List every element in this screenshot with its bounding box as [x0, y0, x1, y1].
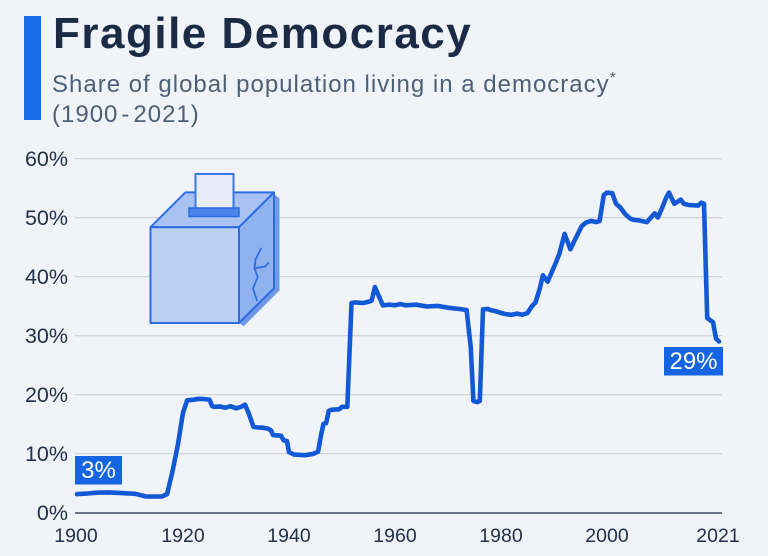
svg-text:60%: 60%: [25, 147, 68, 171]
svg-text:29%: 29%: [669, 348, 717, 375]
svg-text:1940: 1940: [267, 525, 311, 547]
svg-text:30%: 30%: [25, 324, 68, 348]
svg-text:3%: 3%: [81, 457, 116, 484]
svg-text:50%: 50%: [25, 206, 68, 230]
svg-text:1960: 1960: [373, 525, 417, 547]
svg-text:1920: 1920: [161, 525, 205, 547]
svg-text:20%: 20%: [25, 383, 68, 407]
svg-text:10%: 10%: [25, 442, 68, 466]
svg-text:1900: 1900: [54, 525, 98, 547]
svg-text:2000: 2000: [585, 525, 629, 547]
svg-text:2021: 2021: [696, 525, 739, 547]
svg-text:40%: 40%: [25, 265, 68, 289]
svg-text:1980: 1980: [479, 525, 523, 547]
svg-text:0%: 0%: [37, 501, 68, 525]
